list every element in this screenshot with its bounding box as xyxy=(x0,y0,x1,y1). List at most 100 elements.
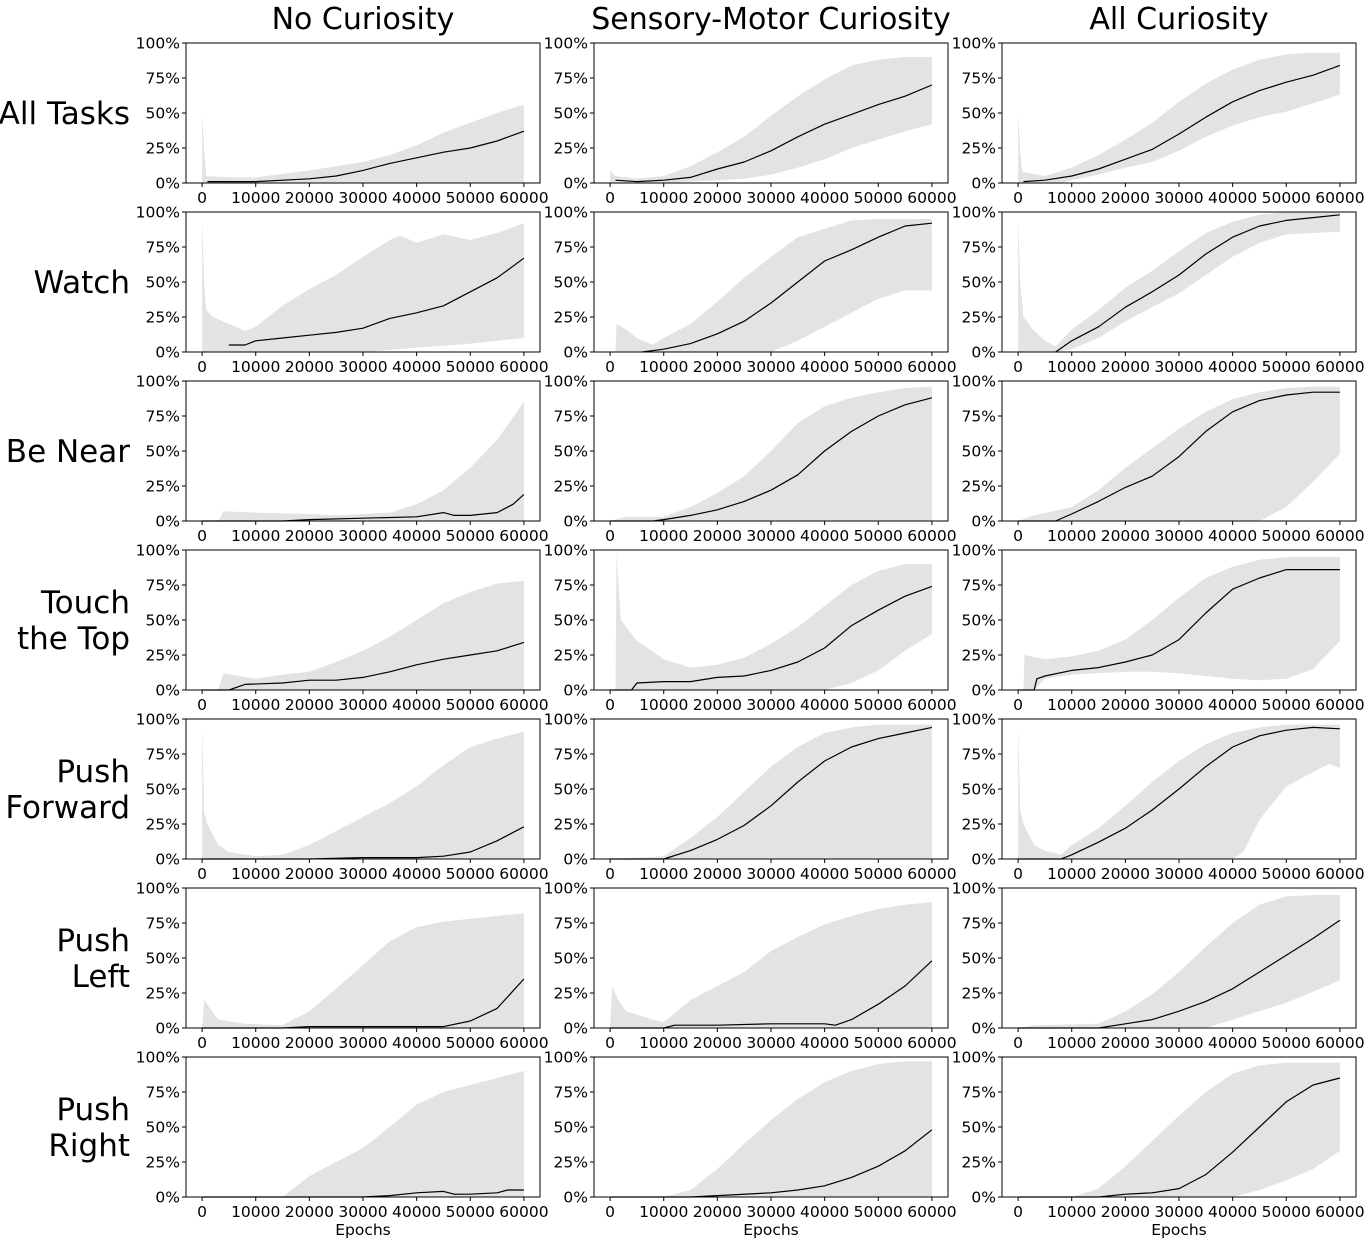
x-tick-label: 60000 xyxy=(499,696,548,714)
y-tick-label: 50% xyxy=(146,781,180,799)
y-tick-label: 25% xyxy=(146,309,180,327)
x-tick-label: 10000 xyxy=(639,865,688,883)
mean-success-line xyxy=(610,726,933,860)
row-title: Right xyxy=(48,1128,130,1164)
y-tick-label: 75% xyxy=(146,70,180,88)
mean-success-line xyxy=(610,1129,933,1198)
y-tick-label: 75% xyxy=(554,239,588,257)
y-tick-label: 0% xyxy=(155,513,180,531)
x-tick-label: 20000 xyxy=(285,1034,334,1052)
x-tick-label: 10000 xyxy=(231,527,280,545)
x-tick-label: 40000 xyxy=(800,865,849,883)
y-tick-label: 100% xyxy=(952,35,996,53)
y-tick-label: 50% xyxy=(554,781,588,799)
x-tick-label: 50000 xyxy=(854,1034,903,1052)
x-tick-label: 30000 xyxy=(746,189,795,207)
y-tick-label: 100% xyxy=(544,204,588,222)
y-tick-label: 50% xyxy=(146,105,180,123)
y-tick-label: 0% xyxy=(155,682,180,700)
row-title: Push xyxy=(56,754,130,790)
x-tick-label: 10000 xyxy=(639,1203,688,1221)
mean-success-line xyxy=(642,222,932,353)
y-tick-label: 25% xyxy=(146,1154,180,1172)
confidence-band xyxy=(1018,52,1340,183)
x-tick-label: 20000 xyxy=(693,358,742,376)
y-tick-label: 25% xyxy=(146,816,180,834)
y-tick-label: 0% xyxy=(563,513,588,531)
confidence-band xyxy=(202,913,524,1028)
y-tick-label: 100% xyxy=(136,204,180,222)
x-tick-label: 10000 xyxy=(231,696,280,714)
x-tick-label: 40000 xyxy=(1208,358,1257,376)
confidence-band xyxy=(610,552,932,690)
y-tick-label: 75% xyxy=(146,577,180,595)
y-tick-label: 75% xyxy=(962,915,996,933)
x-tick-label: 30000 xyxy=(1154,358,1203,376)
y-tick-label: 25% xyxy=(554,309,588,327)
y-tick-label: 0% xyxy=(971,682,996,700)
y-tick-label: 75% xyxy=(554,746,588,764)
x-tick-label: 50000 xyxy=(854,865,903,883)
x-tick-label: 10000 xyxy=(639,527,688,545)
x-tick-label: 50000 xyxy=(854,358,903,376)
y-tick-label: 75% xyxy=(146,408,180,426)
column-title: No Curiosity xyxy=(272,2,455,37)
y-tick-label: 75% xyxy=(962,70,996,88)
confidence-band xyxy=(1018,895,1340,1028)
x-tick-label: 0 xyxy=(605,1203,615,1221)
confidence-band xyxy=(610,219,932,352)
mean-success-line xyxy=(610,397,933,522)
x-tick-label: 10000 xyxy=(1047,865,1096,883)
x-tick-label: 40000 xyxy=(800,696,849,714)
x-tick-label: 20000 xyxy=(285,189,334,207)
x-tick-label: 50000 xyxy=(446,189,495,207)
x-tick-label: 30000 xyxy=(1154,1203,1203,1221)
x-tick-label: 60000 xyxy=(499,527,548,545)
x-tick-label: 40000 xyxy=(392,865,441,883)
x-tick-label: 0 xyxy=(605,189,615,207)
y-tick-label: 0% xyxy=(563,682,588,700)
x-tick-label: 30000 xyxy=(746,696,795,714)
y-tick-label: 0% xyxy=(563,1020,588,1038)
x-tick-label: 20000 xyxy=(1101,358,1150,376)
row-title: Left xyxy=(72,959,130,995)
x-tick-label: 10000 xyxy=(639,358,688,376)
y-tick-label: 25% xyxy=(962,140,996,158)
confidence-band xyxy=(202,1071,524,1197)
confidence-band xyxy=(610,902,932,1028)
x-tick-label: 50000 xyxy=(446,865,495,883)
confidence-band xyxy=(202,219,524,352)
mean-success-line xyxy=(1023,64,1341,183)
y-tick-label: 25% xyxy=(962,1154,996,1172)
row-title: Push xyxy=(56,1092,130,1128)
mean-success-line xyxy=(610,585,933,691)
x-tick-label: 30000 xyxy=(746,1034,795,1052)
y-tick-label: 50% xyxy=(554,612,588,630)
x-tick-label: 30000 xyxy=(338,865,387,883)
x-tick-label: 50000 xyxy=(446,1034,495,1052)
x-tick-label: 60000 xyxy=(1315,527,1364,545)
y-tick-label: 0% xyxy=(563,175,588,193)
x-tick-label: 60000 xyxy=(907,1203,956,1221)
y-tick-label: 50% xyxy=(962,274,996,292)
x-tick-label: 20000 xyxy=(285,865,334,883)
y-tick-label: 100% xyxy=(136,1049,180,1067)
x-tick-label: 10000 xyxy=(231,189,280,207)
y-tick-label: 75% xyxy=(146,239,180,257)
x-tick-label: 10000 xyxy=(1047,527,1096,545)
x-tick-label: 30000 xyxy=(338,358,387,376)
x-tick-label: 60000 xyxy=(499,865,548,883)
confidence-band xyxy=(202,580,524,690)
x-tick-label: 30000 xyxy=(746,527,795,545)
confidence-band xyxy=(610,1061,932,1197)
x-tick-label: 50000 xyxy=(1262,527,1311,545)
x-tick-label: 0 xyxy=(1013,1034,1023,1052)
y-tick-label: 100% xyxy=(544,542,588,560)
x-tick-label: 60000 xyxy=(1315,696,1364,714)
confidence-band xyxy=(1018,723,1340,859)
y-tick-label: 100% xyxy=(544,711,588,729)
y-tick-label: 50% xyxy=(962,443,996,461)
y-tick-label: 100% xyxy=(952,373,996,391)
x-tick-label: 40000 xyxy=(1208,527,1257,545)
